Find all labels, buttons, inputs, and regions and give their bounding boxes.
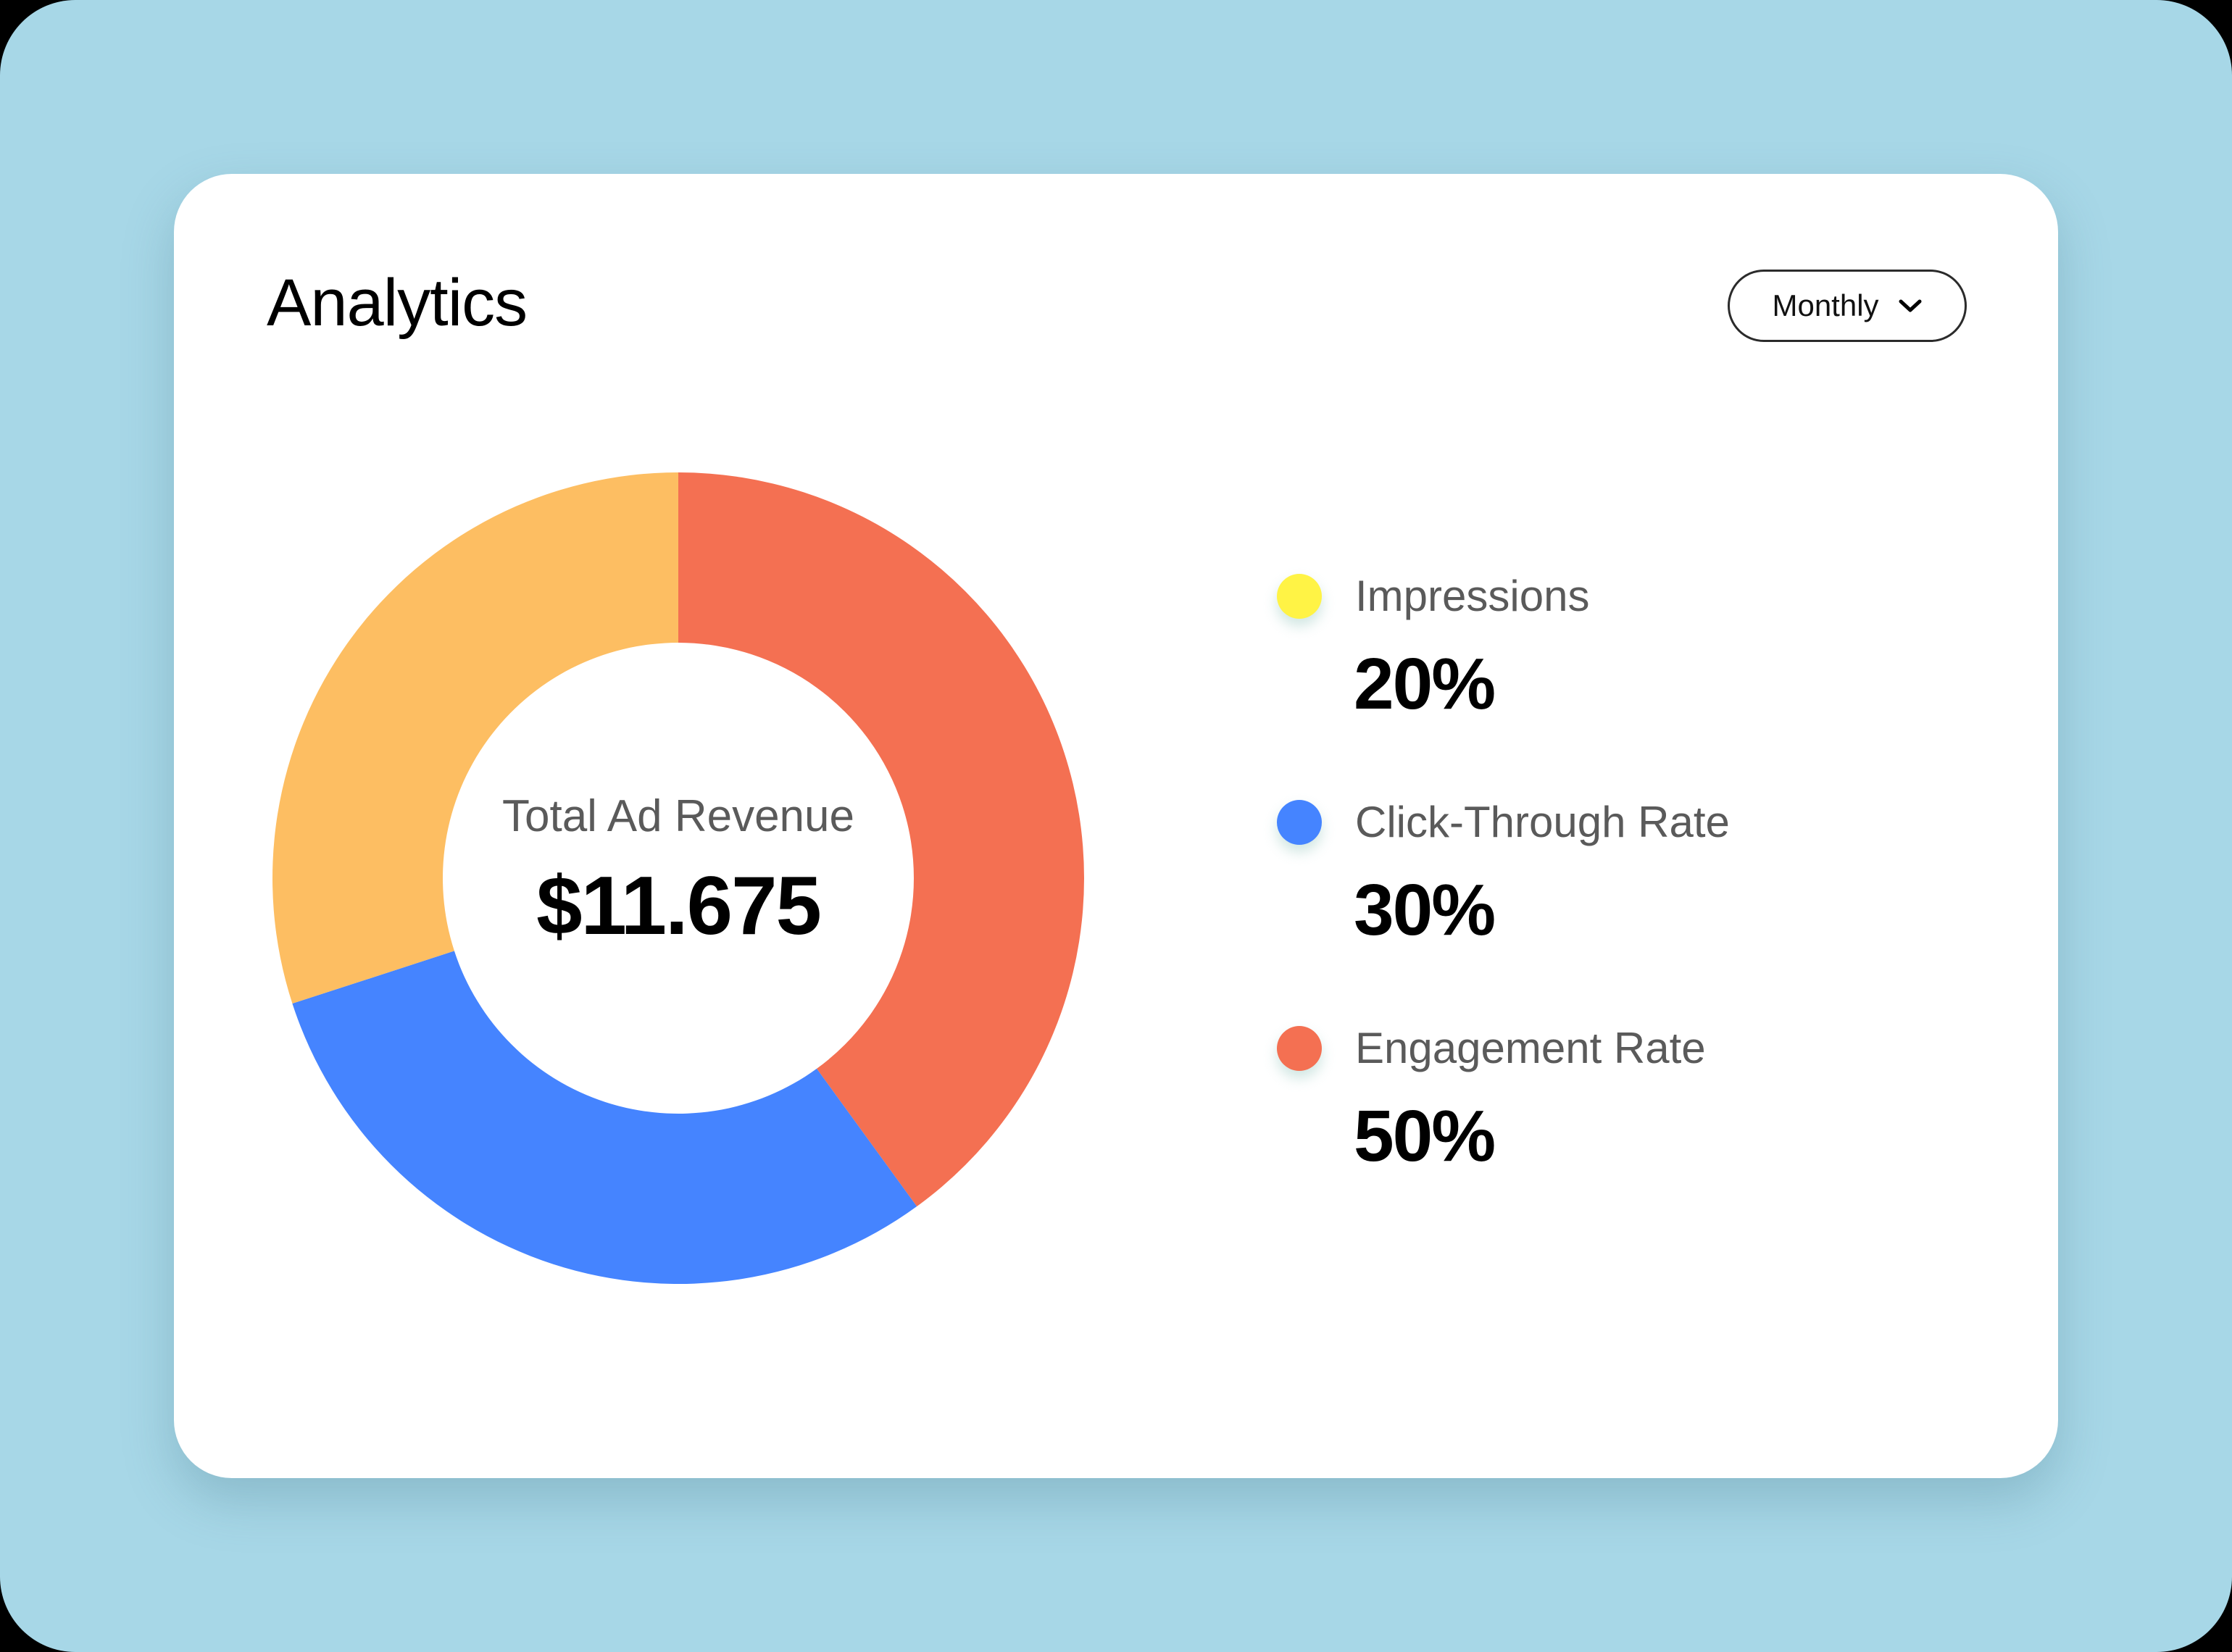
legend-label: Click-Through Rate <box>1355 798 1730 846</box>
legend-label: Impressions <box>1355 572 1590 620</box>
legend-value: 20% <box>1354 643 1496 725</box>
total-revenue-label: Total Ad Revenue <box>501 791 854 841</box>
legend-dot-icon <box>1277 574 1322 619</box>
legend-dot-icon <box>1277 800 1322 845</box>
legend-label: Engagement Rate <box>1355 1024 1706 1072</box>
legend-value: 30% <box>1354 869 1496 951</box>
donut-chart: Total Ad Revenue $11.675 <box>272 472 1084 1284</box>
donut-slice-engagement-rate <box>678 472 1084 1207</box>
legend-dot-icon <box>1277 1026 1322 1071</box>
total-revenue-value: $11.675 <box>536 860 822 952</box>
period-dropdown[interactable]: Monthly <box>1728 270 1967 342</box>
analytics-card: Analytics Monthly Total Ad Revenue $11.6… <box>174 174 2058 1478</box>
legend-value: 50% <box>1354 1096 1496 1177</box>
donut-slice-impressions <box>272 472 678 1004</box>
period-dropdown-value: Monthly <box>1772 288 1879 322</box>
donut-slice-click-through-rate <box>292 951 917 1284</box>
card-title: Analytics <box>267 266 528 340</box>
chevron-down-icon <box>1899 299 1922 312</box>
donut-center: Total Ad Revenue $11.675 <box>272 472 1084 1284</box>
donut-chart-graphic <box>272 472 1084 1284</box>
